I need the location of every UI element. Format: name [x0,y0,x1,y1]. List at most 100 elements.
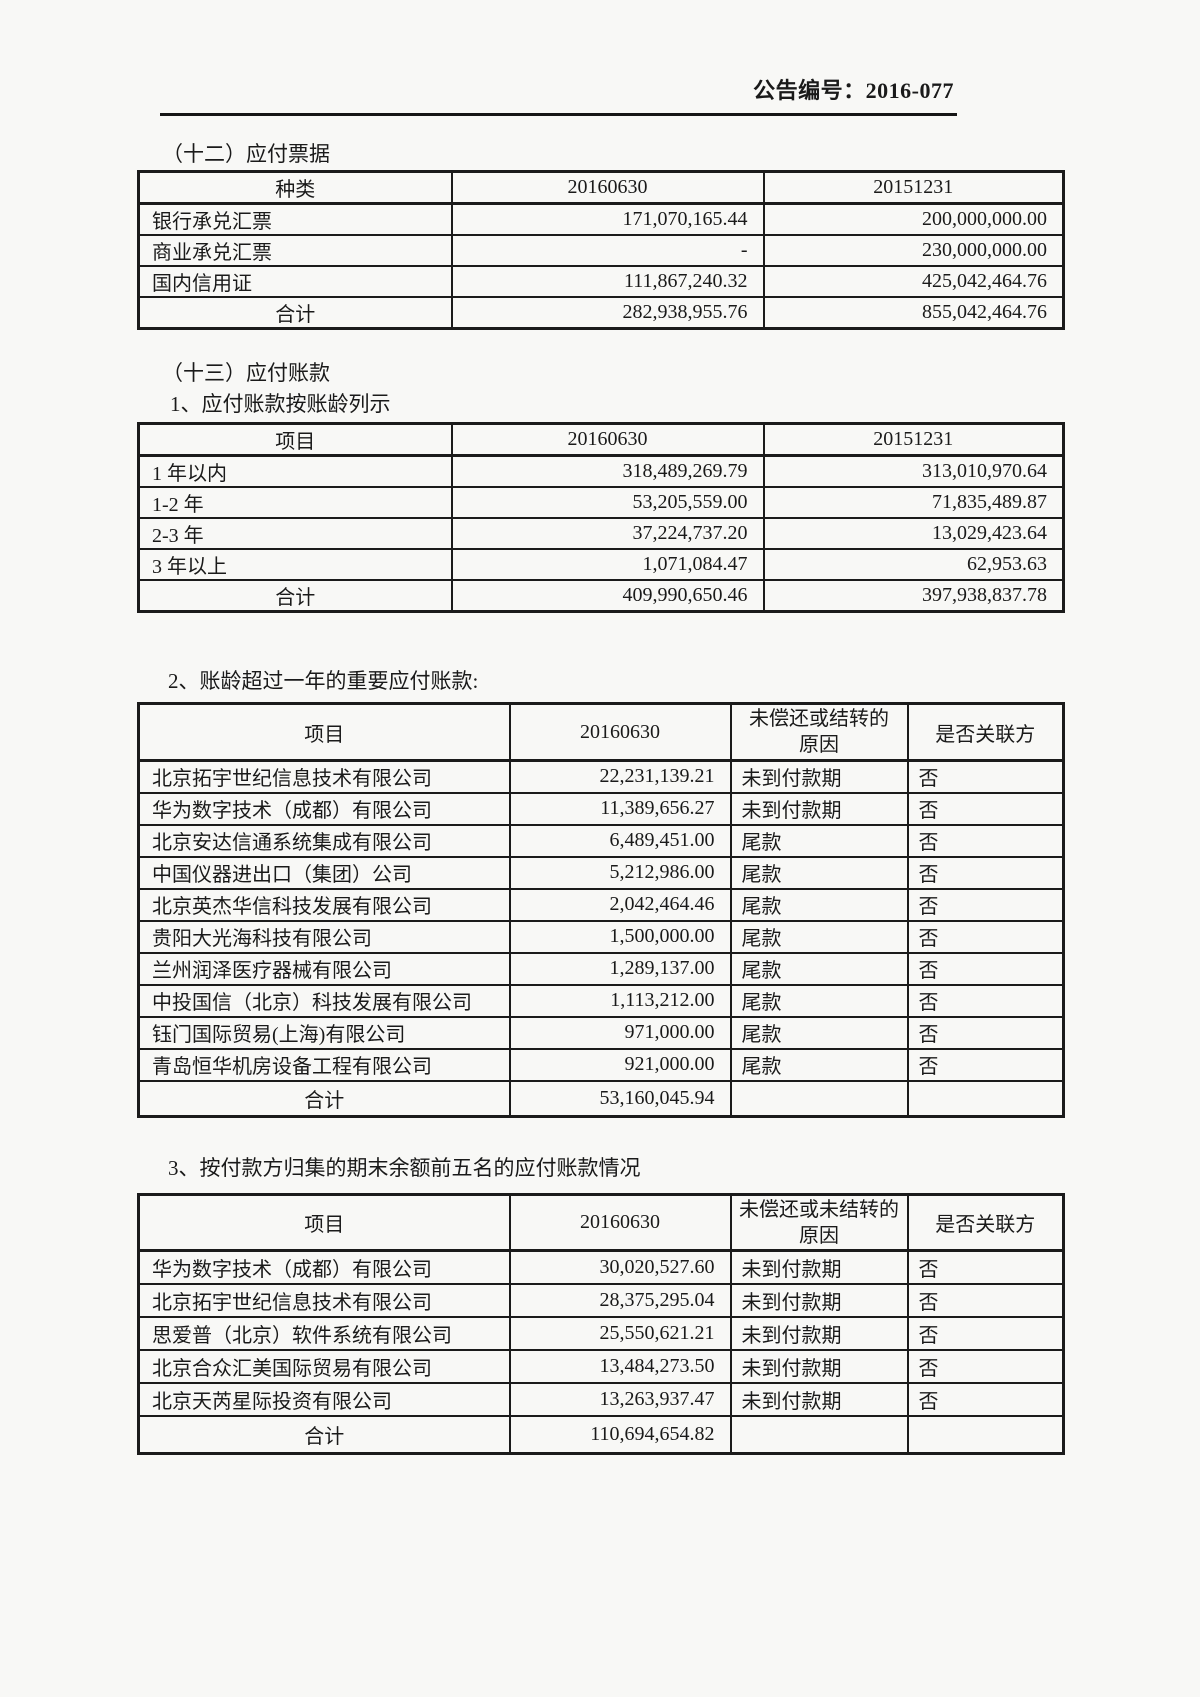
table-row: 华为数字技术（成都）有限公司 30,020,527.60 未到付款期 否 [137,1249,1065,1285]
company-name: 北京拓宇世纪信息技术有限公司 [137,1282,511,1318]
subsection2-title: 2、账龄超过一年的重要应付账款: [168,669,479,693]
related-party-flag: 否 [906,791,1065,826]
amount: 921,000.00 [508,1047,732,1082]
col-header-item: 项目 [137,702,511,762]
related-party-flag: 否 [906,1249,1065,1285]
total-20160630: 409,990,650.46 [450,579,765,613]
reason: 未到付款期 [729,791,909,826]
empty-cell [729,1414,909,1455]
related-party-flag: 否 [906,951,1065,986]
value-20151231: 425,042,464.76 [762,265,1065,298]
col-header-related-party: 是否关联方 [906,702,1065,762]
value-20160630: 37,224,737.20 [450,517,765,550]
total-label: 合计 [137,579,453,613]
table-row: 兰州润泽医疗器械有限公司 1,289,137.00 尾款 否 [137,951,1065,986]
amount: 11,389,656.27 [508,791,732,826]
amount: 25,550,621.21 [508,1315,732,1351]
amount: 13,263,937.47 [508,1381,732,1417]
table-total-row: 合计 53,160,045.94 [137,1079,1065,1118]
total-20151231: 397,938,837.78 [762,579,1065,613]
table-total-row: 合计 110,694,654.82 [137,1414,1065,1455]
table-row: 北京英杰华信科技发展有限公司 2,042,464.46 尾款 否 [137,887,1065,922]
amount: 6,489,451.00 [508,823,732,858]
col-header-20151231: 20151231 [762,170,1065,205]
amount: 5,212,986.00 [508,855,732,890]
table-row: 3 年以上 1,071,084.47 62,953.63 [137,548,1065,581]
table-row: 1 年以内 318,489,269.79 313,010,970.64 [137,454,1065,488]
table-header-row: 项目 20160630 未偿还或结转的 原因 是否关联方 [137,702,1065,762]
col-header-type: 种类 [137,170,453,205]
reason: 尾款 [729,1015,909,1050]
company-name: 贵阳大光海科技有限公司 [137,919,511,954]
company-name: 华为数字技术（成都）有限公司 [137,1249,511,1285]
aging-table: 项目 20160630 20151231 1 年以内 318,489,269.7… [137,422,1065,613]
table-row: 北京天芮星际投资有限公司 13,263,937.47 未到付款期 否 [137,1381,1065,1417]
total-amount: 110,694,654.82 [508,1414,732,1455]
amount: 1,500,000.00 [508,919,732,954]
col-header-20160630: 20160630 [508,1193,732,1252]
company-name: 青岛恒华机房设备工程有限公司 [137,1047,511,1082]
doc-number: 公告编号：2016-077 [753,78,954,103]
table-row: 青岛恒华机房设备工程有限公司 921,000.00 尾款 否 [137,1047,1065,1082]
reason: 未到付款期 [729,1249,909,1285]
table-row: 2-3 年 37,224,737.20 13,029,423.64 [137,517,1065,550]
company-name: 中投国信（北京）科技发展有限公司 [137,983,511,1018]
row-label: 国内信用证 [137,265,453,298]
col-header-20160630: 20160630 [450,422,765,457]
reason: 尾款 [729,823,909,858]
row-label: 2-3 年 [137,517,453,550]
total-20160630: 282,938,955.76 [450,296,765,330]
table-row: 思爱普（北京）软件系统有限公司 25,550,621.21 未到付款期 否 [137,1315,1065,1351]
reason-header-line1: 未偿还或结转的 [749,708,889,730]
related-party-flag: 否 [906,1015,1065,1050]
table-row: 1-2 年 53,205,559.00 71,835,489.87 [137,486,1065,519]
related-party-flag: 否 [906,887,1065,922]
amount: 30,020,527.60 [508,1249,732,1285]
table-row: 中投国信（北京）科技发展有限公司 1,113,212.00 尾款 否 [137,983,1065,1018]
subsection3-title: 3、按付款方归集的期末余额前五名的应付账款情况 [168,1156,641,1180]
reason: 尾款 [729,887,909,922]
company-name: 思爱普（北京）软件系统有限公司 [137,1315,511,1351]
company-name: 北京天芮星际投资有限公司 [137,1381,511,1417]
reason: 尾款 [729,1047,909,1082]
empty-cell [906,1414,1065,1455]
reason-header-line2: 原因 [799,734,839,756]
company-name: 钰门国际贸易(上海)有限公司 [137,1015,511,1050]
total-label: 合计 [137,1079,511,1118]
reason: 未到付款期 [729,1282,909,1318]
value-20160630: 318,489,269.79 [450,454,765,488]
related-party-flag: 否 [906,983,1065,1018]
reason: 尾款 [729,919,909,954]
total-amount: 53,160,045.94 [508,1079,732,1118]
table-total-row: 合计 282,938,955.76 855,042,464.76 [137,296,1065,330]
related-party-flag: 否 [906,1282,1065,1318]
reason-header-line1: 未偿还或未结转的 [739,1198,899,1221]
amount: 22,231,139.21 [508,759,732,794]
value-20160630: - [450,234,765,267]
table-header-row: 种类 20160630 20151231 [137,170,1065,205]
table-row: 华为数字技术（成都）有限公司 11,389,656.27 未到付款期 否 [137,791,1065,826]
amount: 1,113,212.00 [508,983,732,1018]
value-20151231: 71,835,489.87 [762,486,1065,519]
col-header-20160630: 20160630 [508,702,732,762]
section13-title: （十三）应付账款 [162,361,330,385]
total-label: 合计 [137,296,453,330]
company-name: 北京合众汇美国际贸易有限公司 [137,1348,511,1384]
table-row: 商业承兑汇票 - 230,000,000.00 [137,234,1065,267]
col-header-reason: 未偿还或未结转的 原因 [729,1193,909,1252]
amount: 28,375,295.04 [508,1282,732,1318]
top-five-payables-table: 项目 20160630 未偿还或未结转的 原因 是否关联方 华为数字技术（成都）… [137,1193,1065,1455]
amount: 2,042,464.46 [508,887,732,922]
col-header-item: 项目 [137,1193,511,1252]
related-party-flag: 否 [906,919,1065,954]
reason: 尾款 [729,855,909,890]
company-name: 北京英杰华信科技发展有限公司 [137,887,511,922]
value-20151231: 62,953.63 [762,548,1065,581]
reason: 未到付款期 [729,1348,909,1384]
related-party-flag: 否 [906,855,1065,890]
related-party-flag: 否 [906,823,1065,858]
subsection1-title: 1、应付账款按账龄列示 [170,392,391,416]
table-header-row: 项目 20160630 未偿还或未结转的 原因 是否关联方 [137,1193,1065,1252]
company-name: 兰州润泽医疗器械有限公司 [137,951,511,986]
